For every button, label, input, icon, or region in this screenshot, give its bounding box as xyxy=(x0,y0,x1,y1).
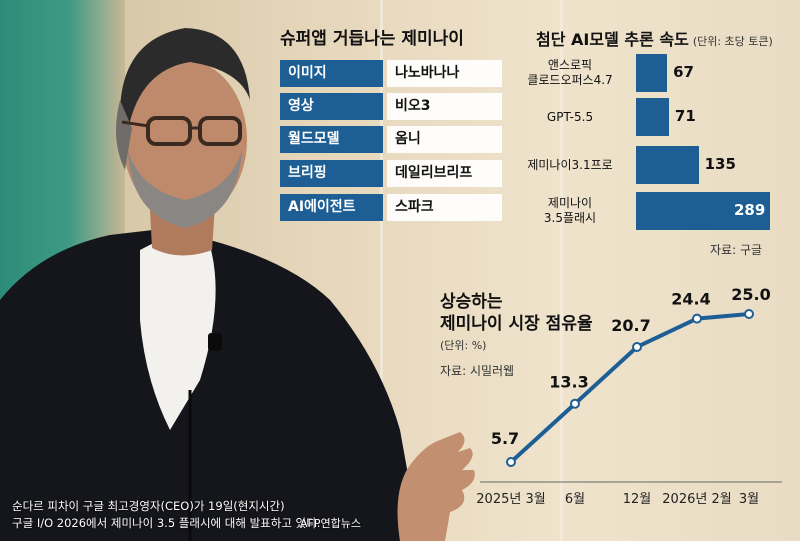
share-value-label: 25.0 xyxy=(731,285,770,304)
share-point xyxy=(570,398,580,409)
feature-label: 브리핑 xyxy=(280,160,383,187)
feature-value: 데일리브리프 xyxy=(387,160,502,187)
speed-source: 자료: 구글 xyxy=(710,243,763,257)
feature-label: 영상 xyxy=(280,93,383,120)
features-row: AI에이전트 스파크 xyxy=(280,194,502,221)
share-point xyxy=(632,341,642,352)
share-title-line: 제미나이 시장 점유율 xyxy=(440,314,593,334)
feature-label: 월드모델 xyxy=(280,126,383,153)
feature-label: AI에이전트 xyxy=(280,194,383,221)
feature-value: 나노바나나 xyxy=(387,60,502,87)
share-value-label: 13.3 xyxy=(549,373,588,392)
share-value-label: 5.7 xyxy=(491,429,519,448)
speed-category-label: GPT-5.5 xyxy=(546,109,594,124)
photo-credit: AFP연합뉴스 xyxy=(300,517,361,530)
wall-line xyxy=(560,0,563,541)
feature-value: 비오3 xyxy=(387,93,502,120)
features-row: 브리핑 데일리브리프 xyxy=(280,160,502,187)
photo-caption: 순다르 피차이 구글 최고경영자(CEO)가 19일(현지시간) 구글 I/O … xyxy=(12,498,320,532)
share-value-label: 20.7 xyxy=(611,316,650,335)
share-unit: (단위: %) xyxy=(440,339,487,352)
speed-value-label: 289 xyxy=(734,201,766,219)
x-tick-label: 2025년 3월 xyxy=(476,492,545,507)
share-value-label: 24.4 xyxy=(671,290,710,309)
share-chart-title: 상승하는 제미나이 시장 점유율 xyxy=(440,291,593,335)
x-tick-label: 6월 xyxy=(565,492,585,507)
speed-bar xyxy=(636,98,669,136)
speed-value-label: 135 xyxy=(704,155,736,173)
speed-bar xyxy=(636,54,668,92)
caption-line: 순다르 피차이 구글 최고경영자(CEO)가 19일(현지시간) xyxy=(12,499,285,513)
x-tick-label: 12월 xyxy=(623,492,652,507)
share-point xyxy=(744,309,754,319)
speed-chart-title: 첨단 AI모델 추론 속도 (단위: 초당 토큰) xyxy=(536,26,773,50)
features-title: 슈퍼앱 거듭나는 제미나이 xyxy=(280,29,464,49)
wall-line xyxy=(380,0,383,541)
feature-value: 옴니 xyxy=(387,126,502,153)
speed-title-text: 첨단 AI모델 추론 속도 xyxy=(536,30,689,49)
speed-value-label: 71 xyxy=(674,107,696,125)
share-point xyxy=(506,457,516,467)
speed-bar xyxy=(636,146,699,184)
x-tick-label: 2026년 2월 xyxy=(662,492,731,507)
speed-value-label: 67 xyxy=(673,63,694,81)
features-row: 이미지 나노바나나 xyxy=(280,60,502,87)
share-point xyxy=(692,313,702,324)
speed-category-label: 제미나이 3.5플래시 xyxy=(543,196,597,225)
features-row: 월드모델 옴니 xyxy=(280,126,502,153)
share-title-line: 상승하는 xyxy=(440,292,503,312)
speed-unit: (단위: 초당 토큰) xyxy=(692,35,773,48)
feature-label: 이미지 xyxy=(280,60,383,87)
features-row: 영상 비오3 xyxy=(280,93,502,120)
feature-value: 스파크 xyxy=(387,194,502,221)
share-source: 자료: 시밀러웹 xyxy=(440,364,515,378)
share-series-line xyxy=(509,312,750,464)
speed-category-label: 앤스로픽 클로드오퍼스4.7 xyxy=(527,58,613,87)
speed-bar xyxy=(636,192,770,230)
caption-line: 구글 I/O 2026에서 제미나이 3.5 플래시에 대해 발표하고 있다. xyxy=(12,516,321,530)
x-tick-label: 3월 xyxy=(739,492,759,507)
speed-category-label: 제미나이3.1프로 xyxy=(527,157,613,172)
